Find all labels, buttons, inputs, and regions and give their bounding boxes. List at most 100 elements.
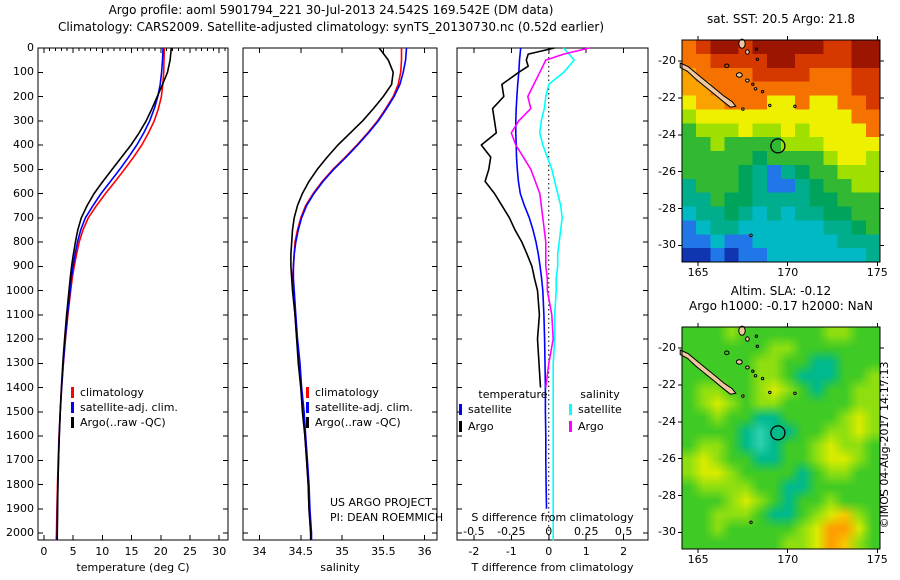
x-tick-label: 25 (183, 545, 197, 558)
legend-item-argo: Argo(..raw -QC) (71, 416, 166, 429)
s-tick-label: 0.5 (614, 525, 633, 538)
map-y-tick-label: -20 (658, 54, 676, 68)
salinity-profile-box (242, 47, 438, 541)
s-tick-label: 0 (545, 525, 553, 538)
x-tick-label: 34.5 (288, 545, 314, 558)
sst-map-image (682, 40, 880, 262)
x-tick-label: 0 (545, 545, 553, 558)
depth-tick-label: 600 (13, 186, 34, 200)
legend-item-climatology: climatology (71, 386, 144, 399)
x-tick-label: 35 (335, 545, 350, 558)
temperature-profile-series-argo-raw-qc- (56, 47, 173, 541)
sla-map-title-line1: Altim. SLA: -0.12 (730, 284, 832, 298)
map-y-tick-label: -22 (658, 378, 676, 392)
x-tick-label: 20 (153, 545, 168, 558)
climatology-line-swatch (306, 387, 309, 398)
difference-profile-series-argo-t-diff (480, 47, 555, 388)
map-y-tick-label: -28 (658, 488, 676, 502)
x-tick-label: 35.5 (371, 545, 396, 558)
salinity-profile-series-argo-raw-qc- (290, 47, 394, 541)
project-annotation-line2: PI: DEAN ROEMMICH (330, 511, 444, 524)
map-y-tick-label: -28 (658, 201, 676, 215)
sla-map-image (682, 327, 880, 549)
depth-tick-label: 800 (13, 235, 34, 248)
temperature-profile-box (37, 47, 229, 541)
argo-sdiff-swatch (569, 421, 572, 432)
x-tick-label: 2 (620, 545, 628, 558)
legend-label: Argo (468, 420, 494, 433)
s-tick-label: -0.25 (497, 525, 526, 538)
figure-title-line1: Argo profile: aoml 5901794_221 30-Jul-20… (108, 3, 554, 17)
x-tick-label: -1 (505, 545, 517, 558)
legend-label: satellite (468, 403, 512, 416)
depth-tick-label: 1700 (6, 453, 34, 467)
satellite-clim-line-swatch (71, 402, 74, 413)
legend-label: Argo(..raw -QC) (80, 416, 166, 429)
map-y-tick-label: -24 (658, 414, 676, 428)
x-tick-label: 5 (69, 545, 77, 558)
map-x-tick-label: 170 (777, 266, 799, 279)
salinity-axis-label: salinity (320, 561, 360, 574)
depth-tick-label: 1300 (6, 356, 34, 370)
depth-tick-label: 1900 (6, 501, 34, 515)
map-x-tick-label: 165 (687, 553, 709, 566)
depth-tick-label: 400 (13, 138, 34, 151)
legend-item-satellite-sdiff: satellite (569, 403, 622, 416)
map-y-tick-label: -22 (658, 91, 676, 105)
argo-line-swatch (71, 417, 74, 428)
depth-tick-label: 1200 (6, 332, 34, 345)
map-y-tick-label: -20 (658, 341, 676, 355)
map-y-tick-label: -30 (658, 525, 676, 539)
temperature-profile-series-climatology (55, 47, 166, 541)
depth-tick-label: 1600 (6, 429, 34, 442)
sla-map-title-line2: Argo h1000: -0.17 h2000: NaN (689, 299, 873, 313)
map-y-tick-label: -30 (658, 238, 676, 252)
climatology-line-swatch (71, 387, 74, 398)
map-x-tick-label: 175 (866, 266, 888, 279)
x-tick-label: 0 (40, 545, 48, 558)
x-tick-label: 30 (212, 545, 227, 558)
legend-label: Argo (578, 420, 604, 433)
tdiff-axis-label: T difference from climatology (471, 561, 634, 574)
legend-label: climatology (80, 386, 144, 399)
imos-credit: ©IMOS 04-Aug-2017 14:17:13 (878, 361, 891, 529)
difference-profile-series-satellite-t-diff (515, 47, 548, 509)
salinity-profile-series-climatology (291, 48, 403, 541)
argo-line-swatch (306, 417, 309, 428)
satellite-sdiff-swatch (569, 404, 572, 415)
legend-item-satellite-clim: satellite-adj. clim. (306, 401, 413, 414)
satellite-tdiff-swatch (459, 404, 462, 415)
depth-tick-label: 900 (13, 259, 34, 273)
legend-item-argo-sdiff: Argo (569, 420, 604, 433)
map-y-tick-label: -24 (658, 127, 676, 141)
x-tick-label: 15 (124, 545, 139, 558)
sdiff-axis-title: S difference from climatology (471, 511, 634, 524)
depth-tick-label: 1800 (6, 477, 34, 491)
difference-profile-series-satellite-s-diff (539, 47, 575, 541)
legend-label: climatology (315, 386, 379, 399)
temperature-axis-label: temperature (deg C) (76, 561, 190, 574)
figure-title-line2: Climatology: CARS2009. Satellite-adjuste… (57, 20, 605, 34)
legend-label: satellite (578, 403, 622, 416)
map-x-tick-label: 175 (866, 553, 888, 566)
legend-item-argo: Argo(..raw -QC) (306, 416, 401, 429)
depth-tick-label: 1000 (6, 283, 34, 297)
salinity-profile-series-satellite-adj-clim- (292, 47, 408, 541)
s-tick-label: -0.5 (463, 525, 485, 538)
x-tick-label: -2 (468, 545, 480, 558)
satellite-clim-line-swatch (306, 402, 309, 413)
s-tick-label: 0.25 (573, 525, 599, 538)
legend-item-argo-tdiff: Argo (459, 420, 494, 433)
depth-tick-label: 2000 (6, 526, 34, 539)
argo-tdiff-swatch (459, 421, 462, 432)
x-tick-label: 36 (417, 545, 432, 558)
difference-profile-box (456, 47, 649, 541)
legend-label: Argo(..raw -QC) (315, 416, 401, 429)
legend-item-satellite-clim: satellite-adj. clim. (71, 401, 178, 414)
difference-profile-series-argo-s-diff (510, 47, 590, 388)
map-x-tick-label: 170 (777, 553, 799, 566)
legend-header-temperature: temperature (478, 388, 548, 401)
x-tick-label: 10 (95, 545, 110, 558)
project-annotation-line1: US ARGO PROJECT (330, 496, 432, 509)
